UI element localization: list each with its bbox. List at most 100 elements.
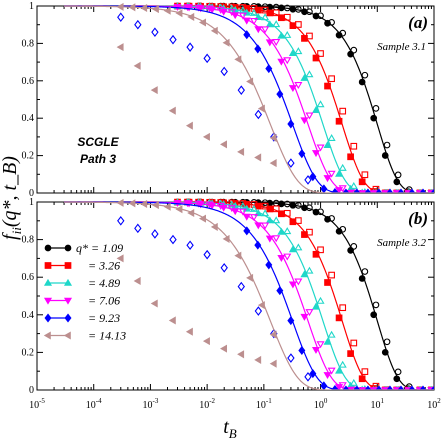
panel-label: (a) [408, 13, 428, 32]
data-point-open [283, 13, 291, 21]
data-point-filled [408, 188, 416, 193]
data-point-filled [309, 172, 317, 182]
data-point-filled [358, 275, 366, 282]
data-point-open [394, 171, 402, 179]
data-point-filled [243, 30, 251, 40]
legend-marker [64, 244, 72, 252]
data-point-open [261, 202, 269, 210]
data-point-open [338, 163, 347, 171]
data-point-open [317, 50, 324, 57]
data-point-filled [185, 327, 193, 336]
data-point-open [283, 200, 291, 208]
data-point-filled [419, 188, 427, 193]
series-7-06 [64, 3, 434, 193]
data-point-open [405, 387, 414, 390]
data-point-open [249, 18, 259, 26]
data-point-filled [364, 385, 372, 390]
data-point-filled [335, 117, 343, 125]
data-point-open [361, 71, 369, 79]
data-point-open [394, 387, 403, 390]
data-point-filled [231, 208, 240, 216]
data-point-open [238, 202, 247, 210]
data-point-filled [311, 150, 321, 158]
panel-label: (b) [408, 209, 428, 228]
y-tick-label: 0.8 [22, 38, 35, 49]
data-point-open [220, 66, 228, 77]
data-point-filled [288, 281, 297, 289]
data-point-filled [254, 44, 262, 54]
legend-label: = 3.26 [88, 259, 120, 273]
x-tick-label: 102 [427, 397, 441, 411]
data-point-open [134, 223, 142, 234]
data-point-filled [254, 240, 262, 250]
data-point-open [239, 4, 247, 11]
scgle-annotation: SCGLE [77, 135, 119, 149]
data-point-open [216, 6, 225, 14]
data-point-open [416, 190, 425, 193]
data-point-open [383, 190, 392, 193]
data-point-filled [408, 385, 416, 390]
data-point-open [261, 222, 270, 230]
data-point-filled [196, 201, 205, 209]
data-point-filled [151, 201, 159, 210]
data-point-open [317, 208, 324, 216]
data-point-filled [393, 375, 401, 383]
legend-marker [64, 313, 72, 323]
sample-label: Sample 3.1 [377, 41, 426, 53]
data-point-filled [133, 61, 141, 70]
data-point-open [183, 4, 192, 12]
y-axis-label: fii(q*, t_B) [0, 156, 24, 240]
data-point-filled [116, 2, 124, 11]
data-point-open [361, 171, 369, 179]
data-point-filled [289, 201, 297, 209]
data-point-open [283, 57, 292, 65]
plot-area [64, 2, 434, 193]
data-point-filled [300, 313, 309, 321]
legend-marker [63, 278, 73, 286]
data-point-open [272, 205, 280, 213]
data-point-filled [397, 385, 405, 390]
data-point-filled [353, 188, 361, 193]
data-point-open [339, 29, 347, 37]
data-point-filled [185, 121, 193, 130]
data-point-filled [116, 254, 124, 263]
data-point-open [169, 34, 177, 45]
data-point-open [416, 387, 425, 390]
data-point-open [254, 306, 263, 316]
legend-label: q* = 1.09 [76, 241, 123, 255]
data-point-open [194, 200, 203, 208]
data-point-filled [163, 6, 171, 15]
data-point-filled [288, 245, 297, 253]
y-tick-label: 0.8 [22, 235, 35, 246]
data-point-open [283, 227, 292, 235]
x-tick-label: 10-4 [86, 397, 102, 411]
data-point-filled [265, 20, 274, 28]
data-point-open [316, 144, 325, 152]
legend-marker [63, 297, 73, 305]
data-point-filled [301, 204, 308, 212]
data-point-filled [287, 316, 295, 326]
data-point-open [338, 360, 347, 368]
x-tick-label: 101 [371, 397, 385, 411]
data-point-filled [265, 216, 274, 224]
data-point-open [287, 353, 295, 363]
data-point-open [261, 13, 270, 21]
data-point-open [294, 278, 303, 286]
series-3-26 [64, 2, 434, 193]
data-point-filled [324, 279, 331, 286]
data-point-filled [309, 369, 317, 379]
data-point-open [317, 246, 324, 254]
data-point-open [295, 21, 302, 28]
series-line [64, 201, 434, 390]
data-point-filled [269, 330, 277, 339]
data-point-open [295, 202, 302, 209]
data-point-filled [430, 385, 434, 390]
data-point-open [350, 339, 358, 347]
data-point-filled [311, 106, 321, 114]
data-point-filled [419, 385, 427, 390]
data-point-filled [133, 276, 141, 285]
data-point-filled [128, 3, 136, 12]
legend-label: = 7.06 [88, 294, 120, 308]
data-point-filled [277, 227, 286, 235]
data-point-filled [288, 85, 297, 93]
